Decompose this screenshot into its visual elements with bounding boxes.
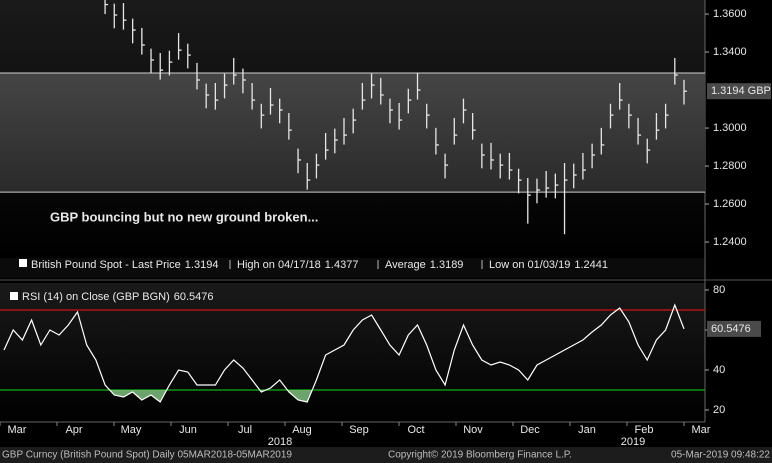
x-tick-label: Sep xyxy=(349,424,369,436)
x-tick-label: Aug xyxy=(292,424,312,436)
rsi-line xyxy=(3,303,685,403)
y-tick-label: 1.2400 xyxy=(713,236,747,248)
x-tick-label: Nov xyxy=(463,424,483,436)
annotation: GBP bouncing but no new ground broken... xyxy=(50,209,318,224)
y-tick-label: 1.3400 xyxy=(713,46,747,58)
legend-bar xyxy=(0,258,705,278)
footer-bar xyxy=(0,447,772,463)
legend-label: High on 04/17/18 xyxy=(237,259,321,271)
legend-entry: Average 1.3189 xyxy=(385,259,463,271)
y-tick-label: 1.2600 xyxy=(713,198,747,210)
legend-value: 1.4377 xyxy=(325,259,359,271)
legend-entry: RSI (14) on Close (GBP BGN) 60.5476 xyxy=(22,291,214,303)
x-tick-label: Mar xyxy=(692,424,711,436)
legend-label: British Pound Spot - Last Price xyxy=(31,259,181,271)
legend-value: 1.3194 xyxy=(185,259,219,271)
legend-swatch xyxy=(10,292,18,300)
legend-label: Low on 01/03/19 xyxy=(489,259,570,271)
x-tick-label: Oct xyxy=(407,424,424,436)
year-label: 2018 xyxy=(268,436,292,448)
rsi-plot xyxy=(0,303,705,403)
last-price-unit: GBP xyxy=(748,85,771,97)
y-tick-label: 1.2800 xyxy=(713,160,747,172)
rsi-panel xyxy=(0,283,705,422)
legend-value: 1.3189 xyxy=(430,259,464,271)
x-tick-label: Dec xyxy=(520,424,540,436)
price-plot xyxy=(0,0,705,235)
last-value-label: 60.5476 xyxy=(711,323,751,335)
x-tick-label: Jul xyxy=(238,424,252,436)
oversold-area xyxy=(4,390,684,402)
legend-swatch xyxy=(19,259,27,267)
footer-text: 05-Mar-2019 09:48:22 xyxy=(671,450,770,461)
last-value-box xyxy=(707,320,761,337)
x-tick-label: Jan xyxy=(578,424,596,436)
x-tick-label: Mar xyxy=(8,424,27,436)
footer-text: Copyright© 2019 Bloomberg Finance L.P. xyxy=(388,450,572,461)
y-tick-label: 80 xyxy=(713,284,725,296)
range-band xyxy=(0,72,705,193)
legend-entry: Low on 01/03/19 1.2441 xyxy=(489,259,608,271)
y-tick-label: 1.3000 xyxy=(713,122,747,134)
x-tick-label: Feb xyxy=(635,424,654,436)
x-tick-label: Jun xyxy=(179,424,197,436)
legend-label: RSI (14) on Close (GBP BGN) xyxy=(22,291,170,303)
legend-entry: British Pound Spot - Last Price 1.3194 xyxy=(31,259,218,271)
y-tick-label: 1.3600 xyxy=(713,8,747,20)
y-tick-label: 20 xyxy=(713,404,725,416)
footer-text: GBP Curncy (British Pound Spot) Daily 05… xyxy=(2,450,292,461)
legend-value: 60.5476 xyxy=(174,291,214,303)
legend-label: Average xyxy=(385,259,426,271)
last-price-value: 1.3194 xyxy=(711,85,745,97)
last-price-label: 1.3194 GBP xyxy=(711,85,771,97)
y-tick-label: 40 xyxy=(713,364,725,376)
year-label: 2019 xyxy=(621,436,645,448)
legend-value: 1.2441 xyxy=(574,259,608,271)
last-price-box xyxy=(707,83,771,100)
x-tick-label: Apr xyxy=(65,424,82,436)
x-tick-label: May xyxy=(121,424,142,436)
legend-entry: High on 04/17/18 1.4377 xyxy=(237,259,358,271)
